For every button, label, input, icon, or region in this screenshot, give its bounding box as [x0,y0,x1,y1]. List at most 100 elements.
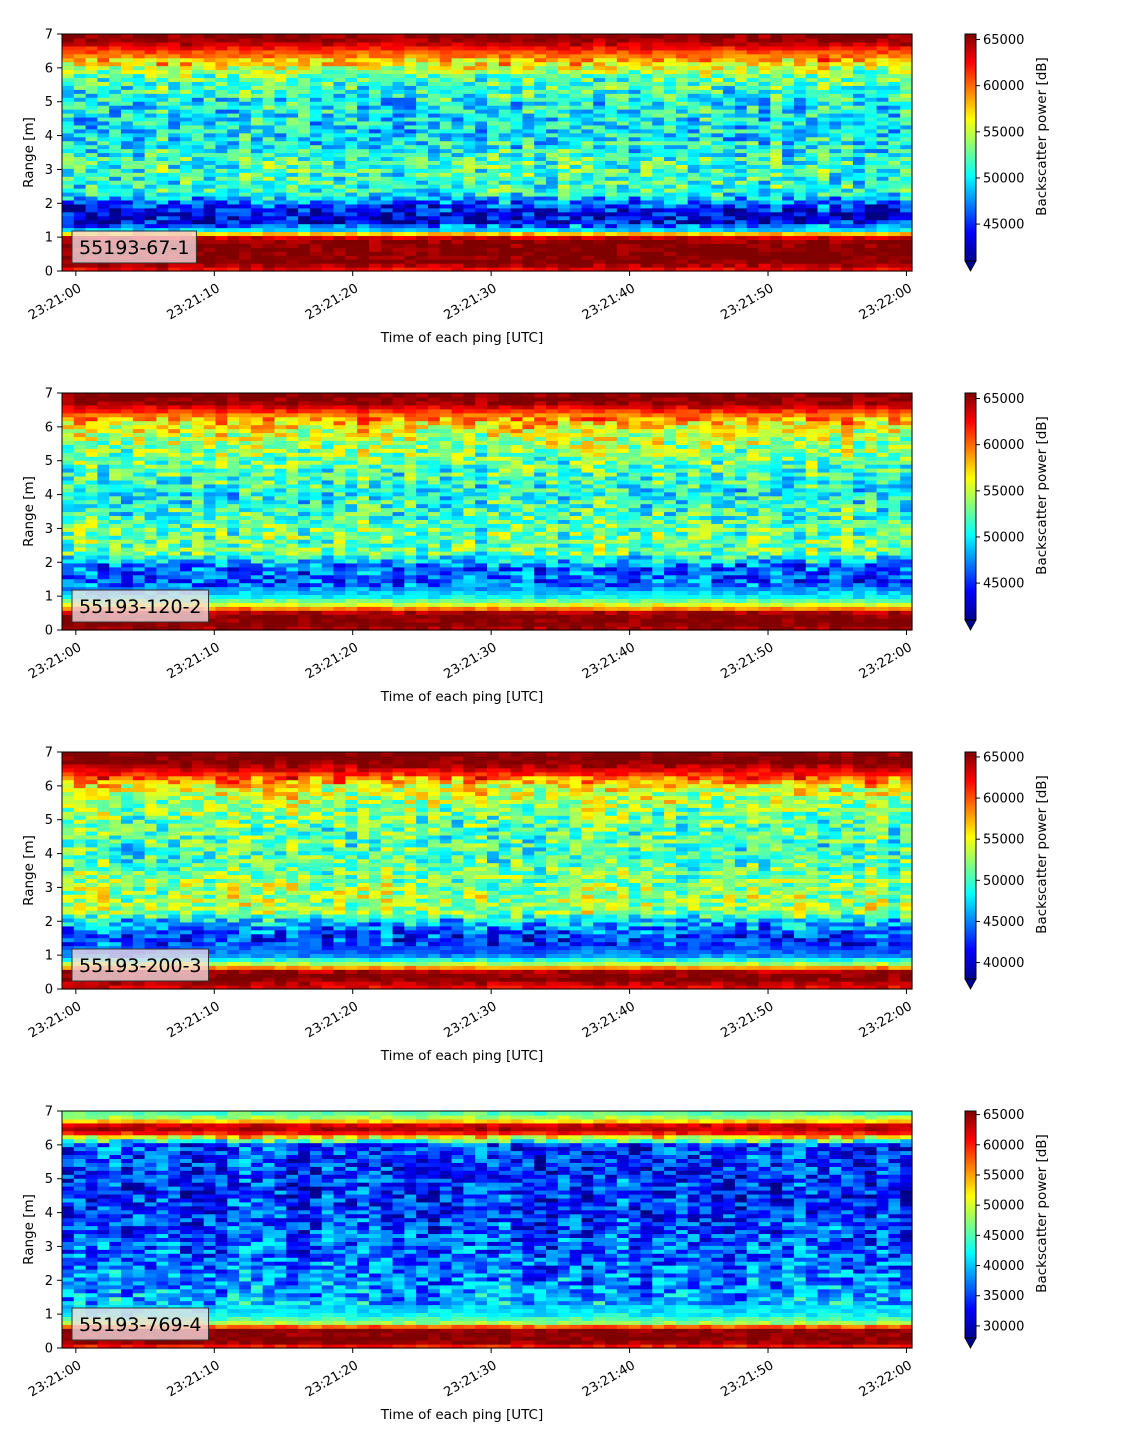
heatmap-cell [85,61,99,67]
heatmap-cell [888,207,901,213]
heatmap-cell [581,57,594,63]
heatmap-cell [770,113,783,118]
heatmap-cell [427,77,441,82]
heatmap-cell [132,503,146,509]
heatmap-cell [487,239,500,244]
heatmap-cell [368,199,382,205]
heatmap-cell [652,219,665,225]
heatmap-cell [605,85,618,90]
heatmap-cell [73,570,87,576]
heatmap-cell [203,207,217,213]
heatmap-cell [900,195,913,201]
heatmap-cell [864,195,878,201]
heatmap-cell [770,207,783,213]
heatmap-cell [640,73,653,79]
heatmap-cell [463,148,476,154]
heatmap-cell [439,132,453,138]
heatmap-cell [168,219,181,225]
heatmap-cell [97,404,110,410]
heatmap-cell [829,113,842,118]
heatmap-cell [380,239,394,244]
heatmap-cell [817,152,830,158]
heatmap-cell [132,215,146,221]
heatmap-cell [416,132,429,138]
heatmap-cell [97,172,110,177]
heatmap-cell [416,124,429,130]
heatmap-cell [250,164,264,169]
heatmap-cell [274,215,287,221]
heatmap-cell [62,231,75,237]
heatmap-cell [168,479,181,485]
heatmap-cell [640,49,653,55]
heatmap-cell [652,223,665,229]
heatmap-cell [864,65,878,71]
heatmap-cell [758,251,771,256]
heatmap-cell [262,73,276,79]
heatmap-cell [62,626,75,631]
heatmap-cell [534,207,547,213]
heatmap-cell [321,41,335,47]
heatmap-cell [203,97,217,102]
heatmap-cell [180,535,193,540]
heatmap-cell [640,176,653,181]
heatmap-cell [156,227,169,233]
heatmap-cell [805,148,819,154]
heatmap-cell [309,239,323,244]
heatmap-cell [805,105,819,110]
heatmap-cell [239,57,252,63]
heatmap-cell [274,152,287,158]
heatmap-cell [475,105,488,110]
heatmap-cell [404,57,417,63]
heatmap-cell [368,61,382,67]
heatmap-cell [652,144,665,150]
heatmap-cell [191,140,205,146]
heatmap-cell [298,203,311,209]
heatmap-cell [97,539,110,544]
heatmap-cell [746,93,760,98]
heatmap-cell [156,626,169,631]
heatmap-cell [298,116,311,122]
heatmap-cell [734,227,748,233]
heatmap-cell [298,207,311,213]
heatmap-cell [569,69,583,75]
heatmap-cell [817,61,830,67]
heatmap-cell [475,57,488,63]
heatmap-cell [404,97,417,102]
y-tick-label: 5 [45,95,53,110]
heatmap-cell [888,128,901,134]
heatmap-cell [699,156,712,161]
heatmap-cell [699,243,712,248]
heatmap-cell [262,235,276,240]
heatmap-cell [557,132,571,138]
heatmap-cell [309,34,323,39]
heatmap-cell [121,535,134,540]
heatmap-cell [451,223,464,229]
heatmap-cell [475,132,488,138]
heatmap-cell [62,101,75,106]
heatmap-cell [723,235,736,240]
heatmap-cell [298,105,311,110]
heatmap-cell [581,188,594,193]
heatmap-cell [239,109,252,114]
heatmap-cell [156,97,169,102]
heatmap-cell [215,77,228,82]
heatmap-cell [239,77,252,82]
heatmap-cell [321,101,335,106]
heatmap-cell [711,255,724,260]
heatmap-cell [664,140,677,146]
heatmap-cell [333,61,346,67]
heatmap-cell [168,420,181,426]
heatmap-cell [156,195,169,201]
heatmap-cell [675,97,689,102]
heatmap-cell [699,49,712,55]
heatmap-cell [664,203,677,209]
heatmap-cell [534,243,547,248]
heatmap-cell [380,168,394,173]
heatmap-cell [652,61,665,67]
heatmap-cell [286,267,299,272]
heatmap-cell [62,120,75,126]
heatmap-cell [274,267,287,272]
heatmap-cell [581,116,594,122]
heatmap-cell [62,499,75,505]
heatmap-cell [321,215,335,221]
